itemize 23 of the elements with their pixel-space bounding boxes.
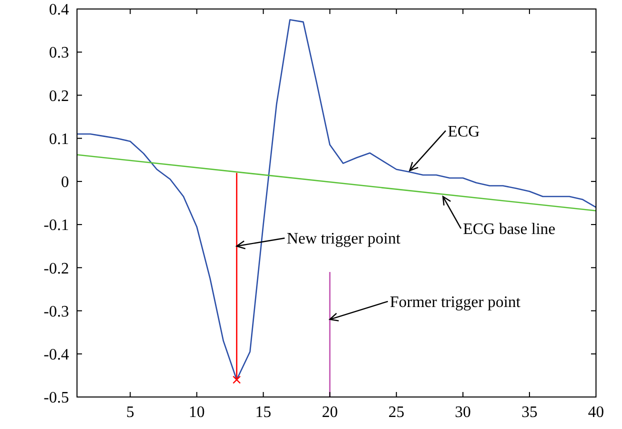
y-tick-label: -0.2 [44,260,69,278]
y-tick-label: -0.1 [44,217,69,234]
x-tick-label: 20 [322,404,338,421]
x-tick-label: 40 [588,404,604,421]
x-tick-label: 5 [126,404,134,421]
annotation: Former trigger point [390,294,522,311]
x-tick-label: 30 [454,404,471,421]
annotation: ECG base line [462,221,556,238]
y-tick-label: 0 [61,174,69,192]
x-tick-label: 15 [255,404,272,421]
y-tick-label: -0.5 [44,390,69,407]
x-tick-label: 35 [521,404,538,421]
y-tick-label: 0.4 [49,2,69,19]
annotation: ECG [448,123,480,140]
line-series [76,19,597,380]
y-tick-label: 0.3 [49,44,69,62]
y-tick-label: 0.1 [49,130,69,148]
y-tick-label: 0.2 [49,88,69,105]
x-tick-label: 10 [188,404,205,421]
y-tick-label: -0.3 [44,303,69,320]
annotation: New trigger point [286,230,401,248]
x-tick-label: 25 [388,404,404,421]
y-tick-label: -0.4 [44,346,69,364]
